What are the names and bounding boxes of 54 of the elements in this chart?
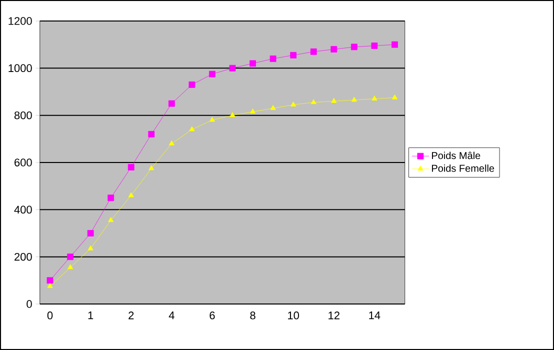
y-tick-label: 400 [14, 206, 32, 214]
point [46, 277, 54, 284]
point [310, 99, 316, 104]
point [47, 283, 53, 288]
point [108, 217, 114, 222]
point [148, 130, 155, 138]
y-tick-label: 1200 [8, 17, 32, 25]
point [209, 70, 216, 78]
x-tick-label: 1 [88, 312, 94, 320]
point [351, 96, 357, 102]
point [350, 44, 358, 50]
point [128, 164, 134, 170]
x-tick-label: 4 [168, 312, 174, 320]
point [392, 94, 398, 100]
x-tick-label: 12 [328, 312, 340, 320]
point [392, 41, 398, 48]
point [88, 245, 94, 250]
point [331, 98, 337, 103]
point [270, 105, 276, 110]
point [189, 126, 195, 132]
point [168, 100, 175, 107]
x-tick-label: 8 [250, 312, 256, 320]
point [250, 60, 256, 67]
point [330, 46, 338, 52]
point [67, 254, 74, 260]
y-tick-label: 0 [26, 300, 32, 308]
point [371, 42, 378, 49]
point [148, 165, 154, 170]
point [290, 102, 296, 106]
y-tick-label: 1000 [8, 64, 32, 72]
x-tick-label: 10 [288, 312, 300, 320]
y-tick-label: 800 [14, 111, 32, 120]
point [230, 112, 236, 118]
point [108, 194, 114, 202]
x-tick-label: 14 [369, 312, 380, 320]
point [372, 96, 378, 101]
point [87, 230, 94, 236]
legend-label: Poids Femelle [432, 164, 494, 172]
point [229, 64, 236, 72]
point [188, 81, 196, 88]
point [67, 264, 74, 270]
y-tick-label: 200 [14, 252, 32, 261]
point [270, 56, 276, 62]
point [310, 48, 317, 55]
y-tick-label: 600 [14, 158, 32, 166]
x-tick-label: 2 [128, 312, 134, 320]
point [168, 140, 174, 146]
x-tick-label: 6 [210, 312, 215, 320]
point [250, 108, 256, 114]
point [290, 52, 297, 58]
legend-label: Poids Mâle [432, 152, 480, 160]
point [128, 192, 134, 198]
point [209, 116, 216, 122]
x-tick-label: 0 [47, 312, 53, 320]
